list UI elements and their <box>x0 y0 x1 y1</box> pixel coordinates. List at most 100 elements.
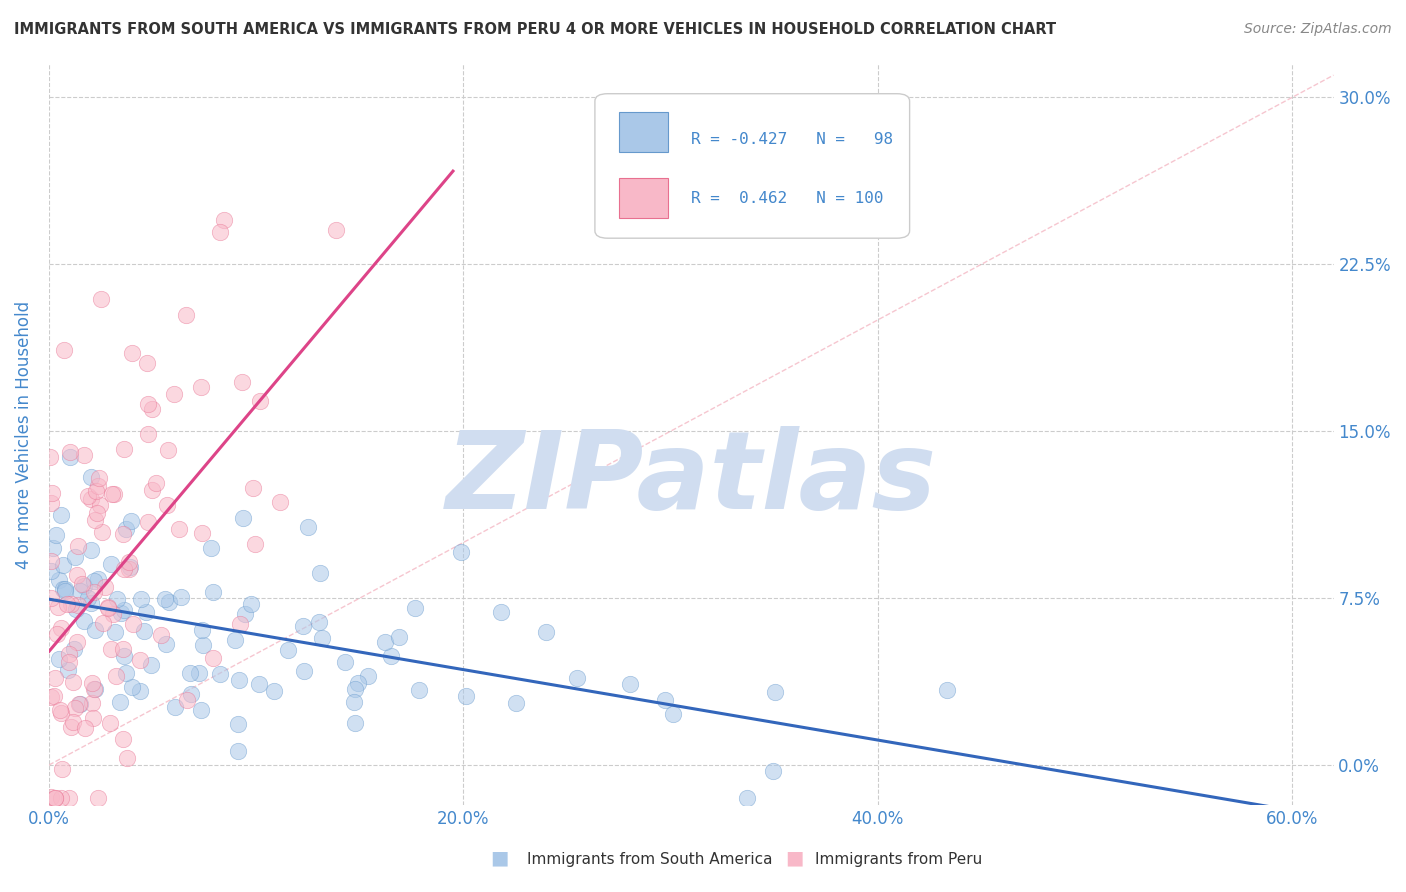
Point <box>201 651 224 665</box>
Point <box>165 699 187 714</box>
Point <box>112 642 135 657</box>
Point <box>39 496 62 510</box>
Point <box>48 573 70 587</box>
Point <box>661 707 683 722</box>
Point <box>103 487 125 501</box>
Point <box>228 673 250 687</box>
Point <box>191 639 214 653</box>
Point <box>59 450 82 464</box>
Point <box>112 442 135 456</box>
Point <box>155 637 177 651</box>
Point <box>87 572 110 586</box>
Point <box>374 634 396 648</box>
Text: Immigrants from Peru: Immigrants from Peru <box>815 852 983 867</box>
Point <box>62 675 84 690</box>
Point <box>450 545 472 559</box>
Point <box>66 635 89 649</box>
Point <box>63 642 86 657</box>
Point <box>59 444 82 458</box>
Text: ZIPatlas: ZIPatlas <box>446 426 936 532</box>
Point <box>201 584 224 599</box>
Point <box>39 554 62 568</box>
Point <box>83 513 105 527</box>
Point <box>112 562 135 576</box>
Point <box>136 397 159 411</box>
Point <box>141 401 163 416</box>
Point <box>229 616 252 631</box>
Point <box>132 624 155 638</box>
Point <box>97 601 120 615</box>
Point <box>63 701 86 715</box>
Point <box>45 527 67 541</box>
Point <box>48 652 70 666</box>
Point <box>83 682 105 697</box>
Point <box>654 692 676 706</box>
Point <box>73 448 96 462</box>
Point <box>347 676 370 690</box>
Point <box>52 558 75 572</box>
Y-axis label: 4 or more Vehicles in Household: 4 or more Vehicles in Household <box>15 301 32 568</box>
Point <box>86 506 108 520</box>
Point <box>67 540 90 554</box>
Point <box>138 427 160 442</box>
Point <box>87 790 110 805</box>
Point <box>48 703 70 717</box>
Point <box>73 614 96 628</box>
Point <box>129 653 152 667</box>
Point <box>89 471 111 485</box>
Point <box>58 647 80 661</box>
Point <box>59 597 82 611</box>
Point <box>111 731 134 746</box>
Point <box>83 574 105 588</box>
Point <box>163 386 186 401</box>
Point <box>65 601 87 615</box>
Point <box>86 479 108 493</box>
Point <box>48 600 70 615</box>
Point <box>91 615 114 630</box>
Point <box>242 482 264 496</box>
Text: ■: ■ <box>785 848 804 867</box>
Point <box>263 684 285 698</box>
Point <box>101 487 124 501</box>
Point <box>153 592 176 607</box>
Point <box>169 522 191 536</box>
Point <box>208 666 231 681</box>
Point <box>103 624 125 639</box>
Point <box>100 557 122 571</box>
Point <box>41 690 63 705</box>
Point <box>110 606 132 620</box>
Point <box>93 581 115 595</box>
Point <box>100 642 122 657</box>
Point <box>82 675 104 690</box>
Point <box>80 492 103 507</box>
Point <box>505 696 527 710</box>
Point <box>65 549 87 564</box>
Point <box>66 598 89 612</box>
Point <box>79 596 101 610</box>
Point <box>325 223 347 237</box>
Point <box>129 591 152 606</box>
Point <box>49 791 72 805</box>
Point <box>737 791 759 805</box>
Point <box>105 668 128 682</box>
FancyBboxPatch shape <box>619 112 668 153</box>
Point <box>388 630 411 644</box>
Point <box>200 541 222 555</box>
Point <box>309 566 332 581</box>
Point <box>277 643 299 657</box>
Point <box>41 486 63 500</box>
Point <box>42 689 65 703</box>
Point <box>121 680 143 694</box>
Point <box>103 607 125 622</box>
Point <box>111 527 134 541</box>
Point <box>190 703 212 717</box>
Point <box>136 515 159 529</box>
Point <box>105 592 128 607</box>
Point <box>231 375 253 389</box>
Point <box>51 762 73 776</box>
Point <box>311 631 333 645</box>
Point <box>83 681 105 696</box>
Text: Source: ZipAtlas.com: Source: ZipAtlas.com <box>1244 22 1392 37</box>
Text: R =  0.462   N = 100: R = 0.462 N = 100 <box>692 191 884 206</box>
Point <box>44 791 66 805</box>
